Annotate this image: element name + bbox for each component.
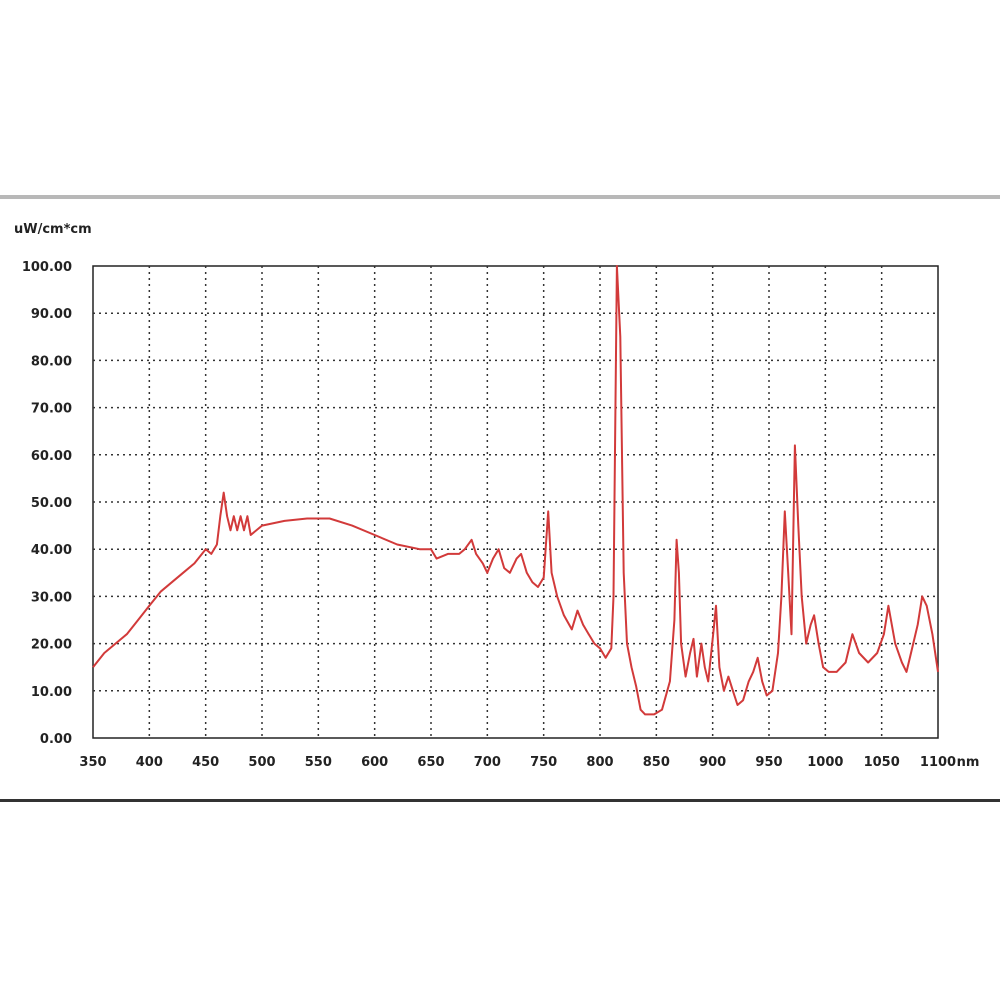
y-tick-label: 70.00	[31, 402, 72, 417]
y-tick-label: 60.00	[31, 449, 72, 464]
y-tick-label: 0.00	[40, 732, 72, 747]
x-tick-label: 1100	[920, 755, 956, 770]
y-axis-unit-label: uW/cm*cm	[14, 222, 92, 237]
y-tick-label: 30.00	[31, 590, 72, 605]
frame-top-border	[0, 195, 1000, 199]
x-tick-label: 650	[417, 755, 444, 770]
y-tick-label: 40.00	[31, 543, 72, 558]
x-tick-label: 900	[699, 755, 726, 770]
spectrum-series-line	[92, 265, 939, 716]
y-tick-label: 80.00	[31, 354, 72, 369]
x-tick-label: 550	[305, 755, 332, 770]
gridlines	[93, 266, 938, 738]
x-axis-unit-label: nm	[957, 755, 980, 770]
x-tick-label: 500	[248, 755, 275, 770]
x-tick-label: 600	[361, 755, 388, 770]
y-tick-label: 10.00	[31, 685, 72, 700]
x-tick-label: 1050	[864, 755, 900, 770]
x-tick-label: 800	[586, 755, 613, 770]
y-tick-label: 50.00	[31, 496, 72, 511]
x-axis-ticks: 350 400 450 500 550 600 650 700 750 800 850 900 950 1…	[79, 755, 956, 770]
y-tick-label: 20.00	[31, 638, 72, 653]
y-tick-label: 100.00	[22, 260, 72, 275]
x-tick-label: 950	[755, 755, 782, 770]
x-tick-label: 700	[474, 755, 501, 770]
x-tick-label: 750	[530, 755, 557, 770]
y-tick-label: 90.00	[31, 307, 72, 322]
x-tick-label: 1000	[807, 755, 843, 770]
y-axis-ticks: 0.00 10.00 20.00 30.00 40.00 50.00 60.00 70.00 8…	[22, 260, 72, 747]
x-tick-label: 450	[192, 755, 219, 770]
frame-bottom-border	[0, 799, 1000, 802]
x-tick-label: 400	[136, 755, 163, 770]
x-tick-label: 350	[79, 755, 106, 770]
x-tick-label: 850	[643, 755, 670, 770]
